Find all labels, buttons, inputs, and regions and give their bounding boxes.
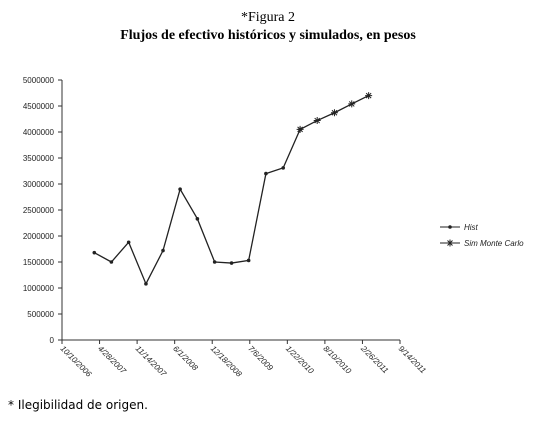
x-tick-label: 9/14/2011 xyxy=(397,344,428,375)
series-line xyxy=(93,129,301,286)
x-tick-label: 6/1/2008 xyxy=(171,344,200,373)
y-tick-label: 0 xyxy=(50,336,55,345)
x-tick-label: 10/10/2006 xyxy=(59,344,94,379)
x-tick-label: 12/18/2008 xyxy=(209,344,244,379)
legend-label: Sim Monte Carlo xyxy=(464,239,524,248)
y-tick-label: 500000 xyxy=(27,310,54,319)
x-tick-label: 1/22/2010 xyxy=(284,344,316,376)
point xyxy=(109,260,114,264)
point xyxy=(348,100,356,108)
point xyxy=(365,92,373,100)
x-tick-label: 4/28/2007 xyxy=(96,344,128,376)
y-tick-label: 1500000 xyxy=(23,258,55,267)
y-tick-label: 3000000 xyxy=(23,180,55,189)
x-tick-label: 2/26/2011 xyxy=(358,343,390,375)
chart-title: Flujos de efectivo históricos y simulado… xyxy=(120,28,416,43)
point xyxy=(178,187,182,191)
legend-marker xyxy=(446,239,454,247)
point xyxy=(144,282,148,286)
chart: 0 500000 1000000 1500000 2000000 2500000 30000… xyxy=(23,76,524,379)
y-tick-label: 2000000 xyxy=(23,232,55,241)
x-tick-label: 8/10/2010 xyxy=(321,344,353,376)
point xyxy=(161,248,165,253)
legend-label: Hist xyxy=(464,223,479,232)
x-tick-label: 7/6/2009 xyxy=(246,344,275,373)
y-tick-label: 5000000 xyxy=(23,76,55,85)
legend-marker xyxy=(448,225,452,229)
point xyxy=(126,240,131,245)
point xyxy=(229,261,234,265)
point xyxy=(313,117,321,125)
figure-label: *Figura 2 xyxy=(240,10,296,25)
y-tick-label: 1000000 xyxy=(23,284,55,293)
point xyxy=(246,258,251,263)
point xyxy=(281,166,286,170)
point xyxy=(212,260,217,264)
y-tick-label: 3500000 xyxy=(23,154,55,163)
point xyxy=(330,109,338,117)
y-tick-label: 2500000 xyxy=(23,206,55,215)
point xyxy=(296,125,304,133)
footnote: * Ilegibilidad de origen. xyxy=(8,398,148,412)
point xyxy=(195,217,200,221)
point xyxy=(264,171,268,176)
x-tick-label: 11/14/2007 xyxy=(134,344,169,379)
y-tick-label: 4000000 xyxy=(23,128,55,137)
point xyxy=(92,250,97,255)
y-tick-label: 4500000 xyxy=(23,102,55,111)
